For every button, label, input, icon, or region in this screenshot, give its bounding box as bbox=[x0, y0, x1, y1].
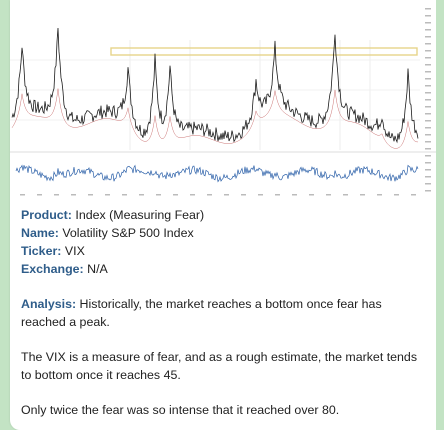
exchange-line: Exchange: N/A bbox=[21, 260, 421, 278]
name-value: Volatility S&P 500 Index bbox=[62, 226, 194, 240]
product-label: Product: bbox=[21, 208, 72, 222]
exchange-label: Exchange: bbox=[21, 262, 84, 276]
chat-background-right bbox=[436, 0, 444, 430]
message-text: Product: Index (Measuring Fear) Name: Vo… bbox=[21, 206, 421, 419]
name-line: Name: Volatility S&P 500 Index bbox=[21, 224, 421, 242]
date-axis bbox=[20, 194, 416, 196]
chat-background-left bbox=[0, 0, 10, 430]
analysis-label: Analysis: bbox=[21, 297, 77, 311]
threshold-band bbox=[110, 47, 418, 56]
ticker-line: Ticker: VIX bbox=[21, 242, 421, 260]
analysis-line: Analysis: Historically, the market reach… bbox=[21, 295, 421, 331]
chart-grid bbox=[10, 40, 420, 150]
moving-average-line bbox=[11, 88, 418, 149]
analysis-text: Historically, the market reaches a botto… bbox=[21, 297, 382, 329]
exchange-value: N/A bbox=[87, 262, 108, 276]
product-value: Index (Measuring Fear) bbox=[75, 208, 205, 222]
indicator-line bbox=[15, 164, 419, 183]
vix-price-line bbox=[11, 27, 419, 144]
vix-chart-image[interactable] bbox=[10, 0, 436, 200]
ticker-value: VIX bbox=[64, 244, 85, 258]
price-axis bbox=[425, 8, 431, 192]
paragraph-over-80: Only twice the fear was so intense that … bbox=[21, 403, 340, 417]
name-label: Name: bbox=[21, 226, 59, 240]
paragraph-vix-measure: The VIX is a measure of fear, and as a r… bbox=[21, 350, 418, 382]
chart-svg bbox=[10, 0, 436, 200]
chat-message-bubble: Product: Index (Measuring Fear) Name: Vo… bbox=[10, 0, 436, 430]
ticker-label: Ticker: bbox=[21, 244, 62, 258]
product-line: Product: Index (Measuring Fear) bbox=[21, 206, 421, 224]
